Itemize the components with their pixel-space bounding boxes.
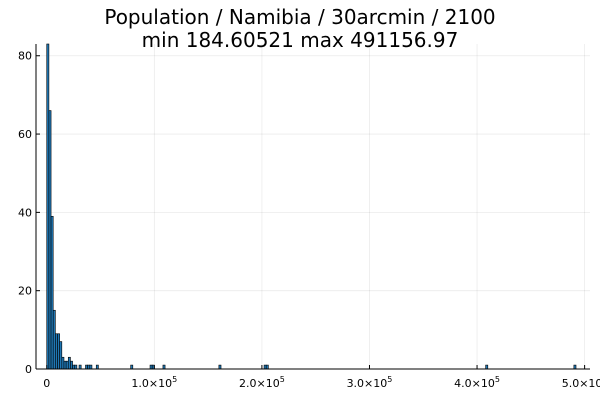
y-tick-label: 20 — [18, 285, 32, 298]
histogram-bar — [162, 364, 166, 370]
histogram-bar — [72, 364, 76, 370]
histogram-bar — [46, 43, 50, 370]
histogram-bar — [85, 364, 88, 370]
histogram-bar — [95, 364, 99, 370]
histogram-bar — [63, 360, 67, 370]
y-tick-label: 0 — [25, 363, 32, 376]
x-tick-label: 1.0×105 — [131, 375, 177, 390]
histogram-bar — [74, 364, 78, 370]
x-tick-label: 2.0×105 — [239, 375, 285, 390]
y-tick-label: 80 — [18, 50, 32, 63]
histogram-bar — [573, 364, 577, 370]
chart-title: Population / Namibia / 30arcmin / 2100 — [104, 5, 496, 29]
histogram-bar — [55, 333, 58, 370]
histogram-bar — [265, 364, 269, 370]
grid-lines — [36, 44, 590, 370]
histogram-bar — [87, 364, 91, 370]
x-tick-label: 5.0×105 — [562, 375, 600, 390]
histogram-bar — [52, 309, 56, 370]
histogram-bar — [57, 333, 60, 370]
chart-subtitle: min 184.60521 max 491156.97 — [141, 28, 459, 52]
histogram-bar — [48, 110, 52, 370]
histogram-bar — [89, 364, 93, 370]
histogram-bar — [78, 364, 82, 370]
x-tick-label: 0 — [43, 377, 50, 390]
histogram-bar — [67, 356, 71, 370]
histogram-bar — [263, 364, 267, 370]
y-axis-ticks: 0 20 40 60 80 — [18, 50, 40, 376]
histogram-bar — [485, 364, 489, 370]
axes — [35, 44, 590, 370]
histogram-bar — [50, 215, 54, 370]
y-tick-label: 60 — [18, 128, 32, 141]
x-axis-ticks: 0 1.0×105 2.0×105 3.0×105 4.0×105 5.0×105 — [43, 365, 600, 390]
histogram-bar — [218, 364, 222, 370]
x-tick-label: 4.0×105 — [454, 375, 500, 390]
histogram-bar — [130, 364, 134, 370]
y-tick-label: 40 — [18, 206, 32, 219]
histogram-bars — [46, 43, 577, 370]
histogram-bar — [149, 364, 153, 370]
x-tick-label: 3.0×105 — [347, 375, 393, 390]
histogram-bar — [61, 356, 65, 370]
histogram-bar — [65, 360, 69, 370]
histogram-bar — [70, 360, 73, 370]
histogram-bar — [59, 341, 63, 370]
